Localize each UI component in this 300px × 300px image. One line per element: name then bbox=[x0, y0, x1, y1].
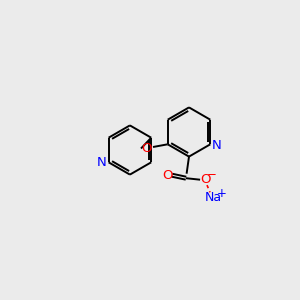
Text: O: O bbox=[142, 142, 152, 155]
Text: N: N bbox=[212, 139, 221, 152]
Text: Na: Na bbox=[204, 191, 222, 204]
Text: +: + bbox=[217, 187, 226, 200]
Text: O: O bbox=[162, 169, 173, 182]
Text: N: N bbox=[97, 156, 107, 169]
Text: −: − bbox=[207, 168, 216, 181]
Text: O: O bbox=[200, 173, 211, 186]
